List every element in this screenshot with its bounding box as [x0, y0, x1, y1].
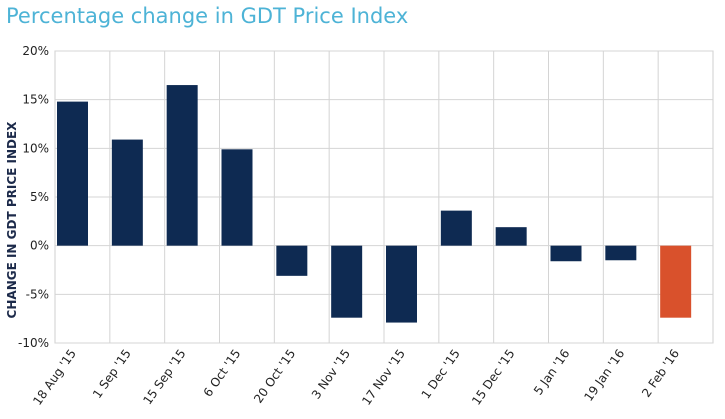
- y-axis-label: CHANGE IN GDT PRICE INDEX: [5, 121, 19, 319]
- x-tick-label: 6 Oct '15: [201, 347, 244, 400]
- bar: [440, 210, 472, 246]
- bar: [495, 227, 527, 246]
- bar: [605, 245, 637, 261]
- x-tick-label: 5 Jan '16: [531, 347, 572, 398]
- x-tick-label: 1 Sep '15: [90, 347, 134, 401]
- bar: [660, 245, 692, 318]
- y-tick-label: 0%: [30, 239, 49, 253]
- y-tick-label: -10%: [18, 336, 49, 350]
- x-tick-label: 2 Feb '16: [639, 347, 682, 400]
- x-tick-label: 15 Sep '15: [140, 347, 188, 408]
- x-tick-label: 3 Nov '15: [309, 347, 353, 402]
- y-tick-label: 20%: [22, 44, 49, 58]
- bar: [386, 245, 417, 323]
- chart-title: Percentage change in GDT Price Index: [6, 4, 409, 28]
- y-tick-label: 10%: [22, 141, 49, 155]
- x-tick-label: 1 Dec '15: [419, 347, 463, 402]
- y-tick-label: -5%: [26, 287, 49, 301]
- grid-lines: [54, 50, 714, 344]
- x-tick-label: 17 Nov '15: [359, 347, 408, 408]
- bar: [550, 245, 582, 262]
- x-tick-label: 19 Jan '16: [581, 347, 627, 404]
- bar: [221, 149, 253, 246]
- y-tick-label: 5%: [30, 190, 49, 204]
- y-axis-ticks: 20% 15% 10% 5% 0% -5% -10%: [18, 44, 49, 350]
- x-tick-label: 15 Dec '15: [469, 347, 518, 408]
- x-axis-ticks: 18 Aug '15 1 Sep '15 15 Sep '15 6 Oct '15 20…: [30, 347, 682, 408]
- bar: [276, 245, 308, 276]
- bar: [57, 101, 88, 246]
- x-tick-label: 20 Oct '15: [251, 347, 298, 406]
- bars: [57, 85, 692, 323]
- x-tick-label: 18 Aug '15: [30, 347, 79, 408]
- bar: [111, 139, 143, 246]
- bar: [331, 245, 363, 318]
- bar: [166, 85, 198, 246]
- y-tick-label: 15%: [22, 93, 49, 107]
